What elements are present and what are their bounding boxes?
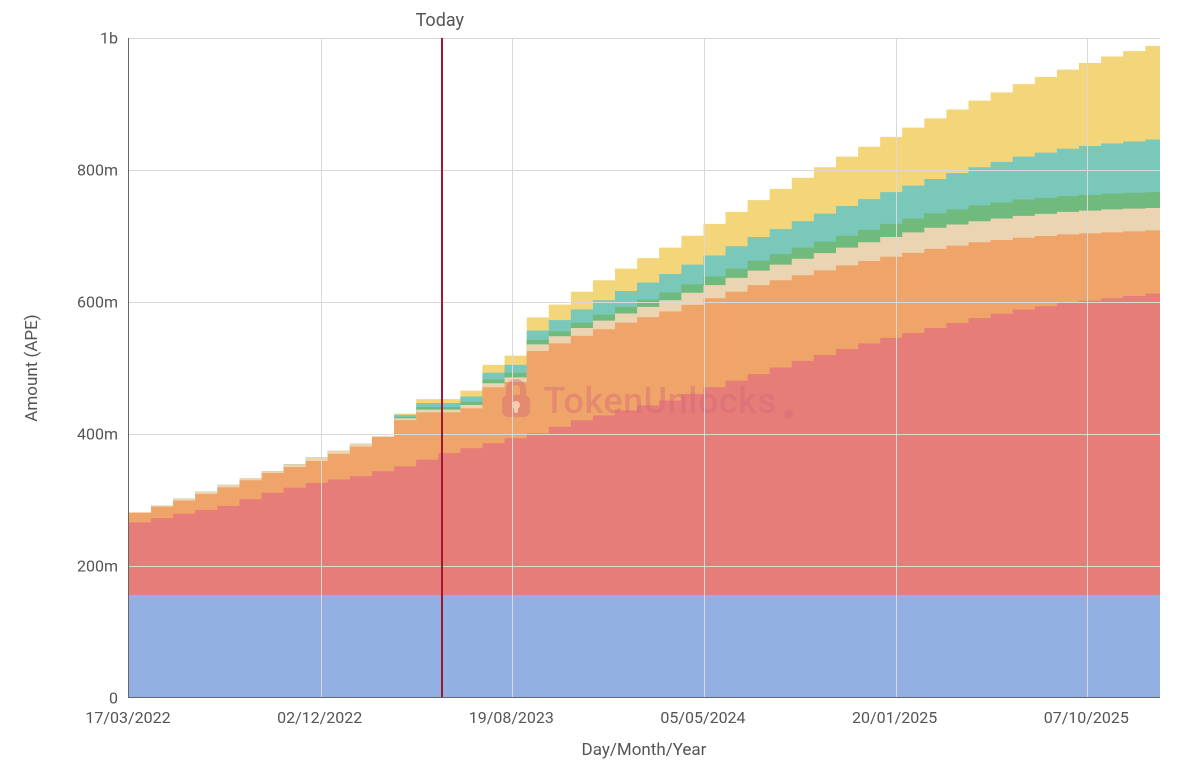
y-tick-label: 200m	[77, 557, 118, 576]
gridline-vertical	[896, 38, 897, 697]
x-tick-label: 02/12/2022	[277, 708, 362, 727]
x-axis-label: Day/Month/Year	[582, 740, 707, 760]
stacked-area-chart	[129, 38, 1160, 697]
plot-area: TokenUnlocks	[128, 38, 1160, 698]
gridline-vertical	[704, 38, 705, 697]
gridline-horizontal	[129, 38, 1160, 39]
x-tick-label: 07/10/2025	[1044, 708, 1129, 727]
x-tick-label: 05/05/2024	[660, 708, 745, 727]
x-tick-label: 17/03/2022	[85, 708, 170, 727]
chart-container: TokenUnlocks Today Amount (APE) Day/Mont…	[0, 0, 1188, 778]
y-tick-label: 800m	[77, 161, 118, 180]
gridline-horizontal	[129, 566, 1160, 567]
gridline-vertical	[321, 38, 322, 697]
y-tick-label: 0	[109, 689, 118, 708]
gridline-horizontal	[129, 302, 1160, 303]
x-tick-label: 19/08/2023	[469, 708, 554, 727]
y-axis-label: Amount (APE)	[22, 314, 42, 421]
y-tick-label: 1b	[100, 29, 118, 48]
x-tick-label: 20/01/2025	[852, 708, 937, 727]
gridline-horizontal	[129, 170, 1160, 171]
today-label: Today	[416, 10, 464, 31]
gridline-vertical	[512, 38, 513, 697]
area-series-blue	[129, 595, 1160, 697]
gridline-vertical	[1087, 38, 1088, 697]
y-tick-label: 600m	[77, 293, 118, 312]
gridline-horizontal	[129, 434, 1160, 435]
today-line	[441, 38, 443, 697]
y-tick-label: 400m	[77, 425, 118, 444]
